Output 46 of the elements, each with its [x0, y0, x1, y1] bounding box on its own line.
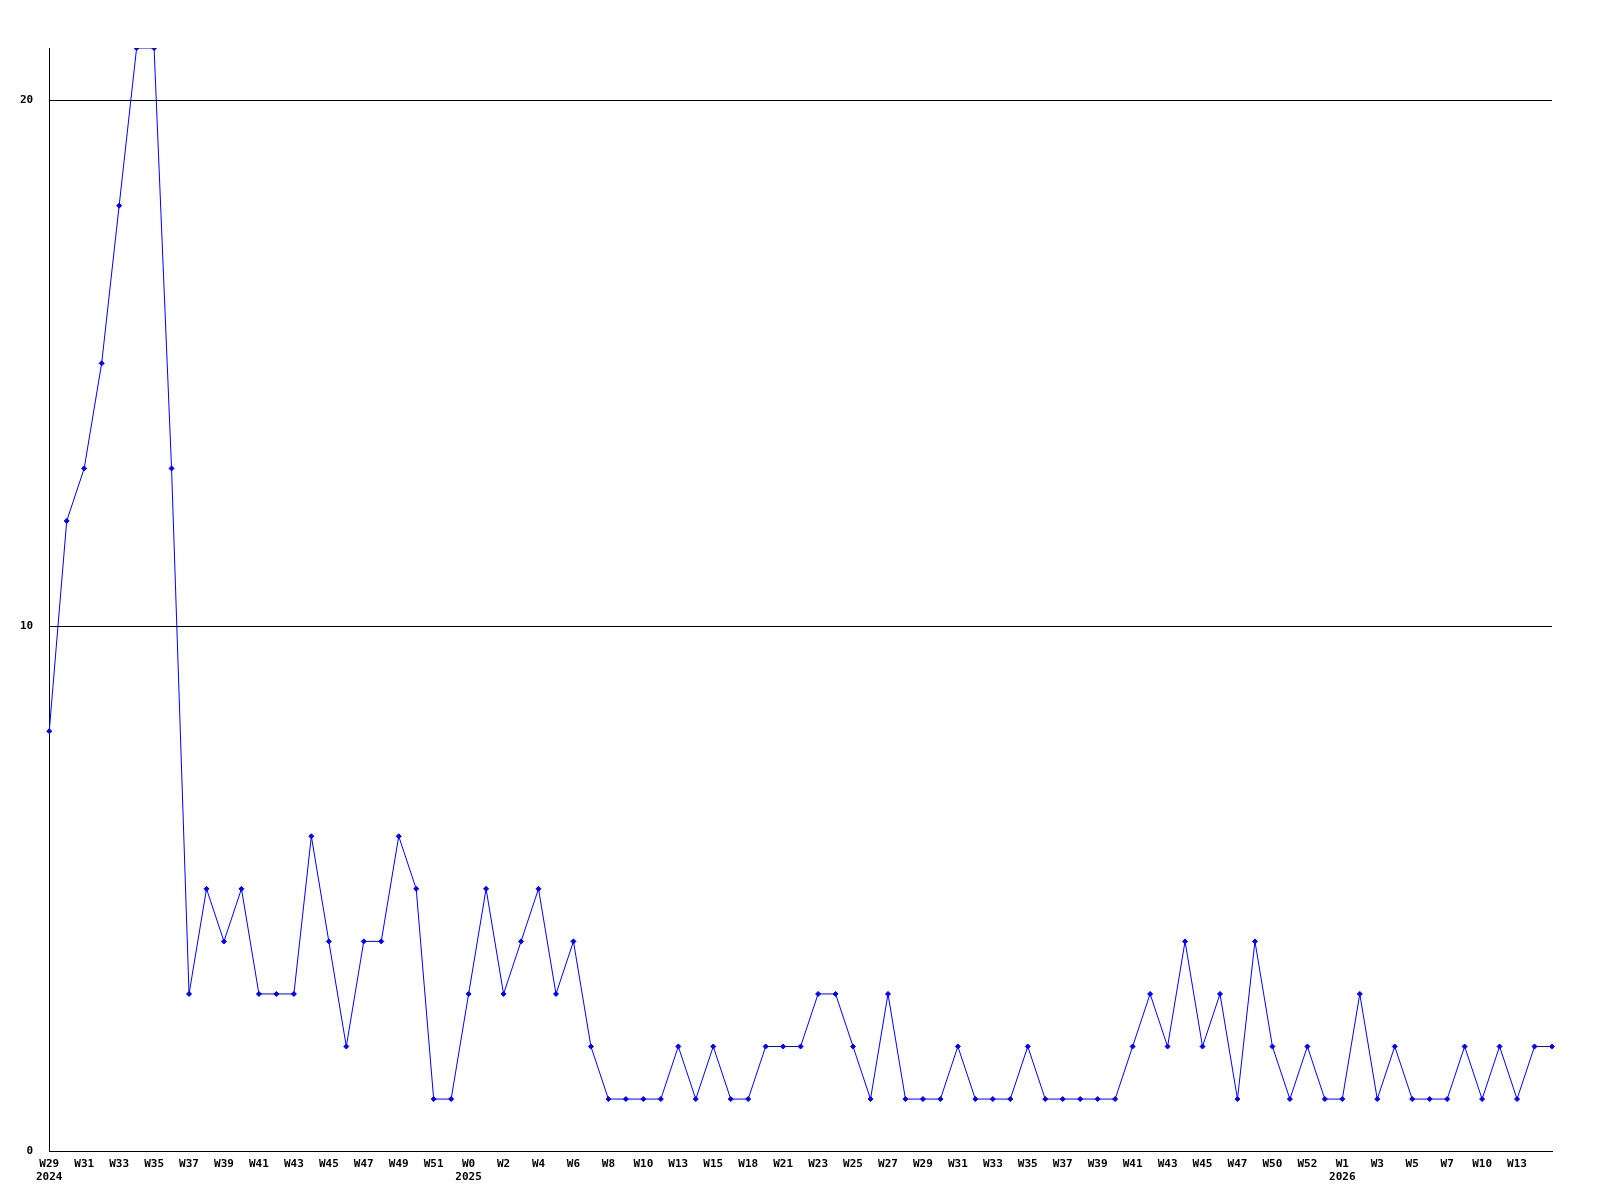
x-tick-label: W35 — [1017, 1157, 1038, 1171]
x-tick-label: W37 — [1052, 1157, 1073, 1171]
x-tick-label: W25 — [843, 1157, 863, 1171]
x-tick-label: W4 — [531, 1157, 546, 1171]
x-tick-label: W41 — [1122, 1157, 1143, 1171]
x-tick-label: W47 — [353, 1157, 374, 1171]
x-tick-label: W13 — [1507, 1157, 1527, 1171]
x-tick-label: W2 — [496, 1157, 511, 1171]
x-tick-label: W15 — [703, 1157, 724, 1171]
x-tick-label: W45 — [318, 1157, 339, 1171]
x-tick-label: W8 — [601, 1157, 616, 1171]
y-tick-label: 10 — [20, 618, 34, 632]
x-tick-label: W33 — [982, 1157, 1003, 1171]
x-tick-label: W39 — [214, 1157, 234, 1171]
x-tick-label: W49 — [388, 1157, 409, 1171]
x-tick-label: W5 — [1405, 1157, 1419, 1171]
x-tick-label: W21 — [773, 1157, 794, 1171]
y-tick-label: 20 — [20, 93, 34, 107]
x-tick-label: W0 2025 — [455, 1157, 482, 1184]
x-tick-label: W10 — [633, 1157, 654, 1171]
x-tick-label: W31 — [947, 1157, 969, 1171]
x-tick-label: W41 — [248, 1157, 270, 1171]
x-tick-label: W52 — [1297, 1157, 1318, 1171]
x-tick-label: W10 — [1472, 1157, 1493, 1171]
x-tick-label: W39 — [1087, 1157, 1108, 1171]
x-tick-label: W29 — [913, 1157, 933, 1171]
x-tick-label: W1 2026 — [1329, 1157, 1356, 1184]
x-tick-label: W51 — [423, 1157, 444, 1171]
x-tick-label: W37 — [179, 1157, 199, 1171]
x-tick-label: W45 — [1192, 1157, 1213, 1171]
x-tick-label: W3 — [1370, 1157, 1384, 1171]
x-tick-label: W23 — [808, 1157, 829, 1171]
x-tick-label: W43 — [1157, 1157, 1178, 1171]
x-tick-label: W29 2024 — [36, 1157, 63, 1184]
x-tick-label: W31 — [74, 1157, 95, 1171]
x-tick-label: W43 — [283, 1157, 304, 1171]
x-tick-label: W18 — [738, 1157, 759, 1171]
x-tick-label: W35 — [144, 1157, 165, 1171]
x-tick-label: W6 — [566, 1157, 581, 1171]
x-tick-label: W47 — [1227, 1157, 1248, 1171]
y-tick-label: 0 — [26, 1144, 34, 1158]
x-tick-label: W7 — [1440, 1157, 1454, 1171]
x-tick-label: W13 — [668, 1157, 689, 1171]
x-tick-label: W33 — [109, 1157, 130, 1171]
x-tick-label: W27 — [878, 1157, 898, 1171]
x-tick-label: W50 — [1262, 1157, 1283, 1171]
